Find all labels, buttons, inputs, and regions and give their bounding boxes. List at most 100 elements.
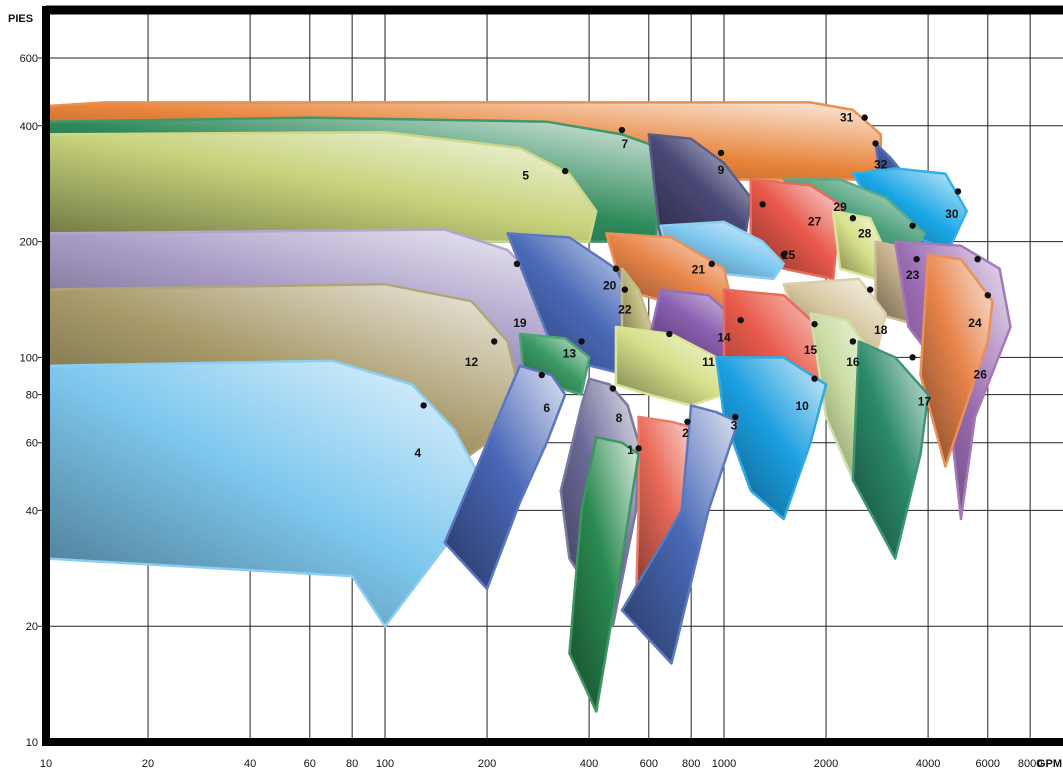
y-tick-label: 400 bbox=[20, 121, 38, 133]
bep-dot-20 bbox=[612, 265, 620, 272]
zone-24 bbox=[919, 253, 994, 468]
zone-label-8: 8 bbox=[616, 411, 623, 425]
x-tick-label: 2000 bbox=[814, 758, 838, 770]
bep-dot-15 bbox=[811, 320, 818, 328]
zone-6 bbox=[443, 364, 567, 591]
bep-dot-9 bbox=[717, 149, 725, 157]
bep-dot-23 bbox=[913, 255, 920, 263]
zone-label-32: 32 bbox=[874, 157, 888, 171]
bep-dot-16 bbox=[849, 338, 857, 345]
zone-label-29: 29 bbox=[833, 200, 847, 214]
bep-dot-3 bbox=[732, 413, 739, 421]
bep-dot-26 bbox=[974, 255, 981, 263]
zones bbox=[44, 101, 1012, 713]
bep-dot-27 bbox=[759, 201, 766, 208]
y-tick-label: 100 bbox=[20, 352, 38, 364]
bep-dot-18 bbox=[867, 286, 874, 293]
zone-label-1: 1 bbox=[627, 443, 634, 457]
zone-label-6: 6 bbox=[543, 401, 550, 415]
zone-label-18: 18 bbox=[874, 323, 888, 337]
x-tick-label: 200 bbox=[478, 758, 496, 770]
y-tick-label: 200 bbox=[20, 237, 38, 249]
x-tick-label: 8000 bbox=[1018, 758, 1042, 770]
x-tick-label: 600 bbox=[640, 758, 658, 770]
x-tick-label: 80 bbox=[346, 758, 358, 770]
y-axis-label: PIES bbox=[8, 13, 33, 25]
x-tick-label: 1000 bbox=[712, 758, 736, 770]
zone-label-17: 17 bbox=[918, 394, 932, 408]
zone-label-21: 21 bbox=[692, 263, 706, 277]
zone-label-22: 22 bbox=[618, 303, 632, 317]
zone-label-15: 15 bbox=[804, 343, 818, 357]
zone-label-27: 27 bbox=[808, 215, 822, 229]
bep-points bbox=[420, 114, 991, 452]
zone-label-23: 23 bbox=[906, 268, 920, 282]
zone-11 bbox=[614, 325, 726, 407]
zone-5 bbox=[44, 130, 598, 243]
bep-dot-28 bbox=[849, 215, 857, 222]
bep-dot-7 bbox=[618, 126, 626, 134]
zone-label-26: 26 bbox=[974, 368, 988, 382]
bep-dot-25 bbox=[780, 251, 787, 258]
bep-dot-32 bbox=[872, 140, 879, 147]
x-tick-label: 4000 bbox=[916, 758, 940, 770]
zone-label-3: 3 bbox=[731, 418, 738, 432]
zone-label-10: 10 bbox=[795, 399, 809, 413]
y-tick-label: 80 bbox=[26, 390, 38, 402]
bep-dot-4 bbox=[420, 402, 427, 409]
y-tick-label: 40 bbox=[26, 505, 38, 517]
bep-dot-5 bbox=[561, 167, 569, 175]
x-axis-ticks: 10 20 40 60 80 100 200 400 600 800 1000 2000 4000 600… bbox=[40, 758, 1043, 770]
x-tick-label: 800 bbox=[682, 758, 700, 770]
zone-label-4: 4 bbox=[415, 446, 422, 460]
zone-label-2: 2 bbox=[682, 426, 689, 440]
zone-17 bbox=[851, 340, 930, 560]
zone-label-28: 28 bbox=[858, 226, 872, 240]
bep-dot-2 bbox=[684, 418, 691, 425]
zone-label-13: 13 bbox=[563, 346, 577, 360]
x-axis-label: GPM bbox=[1037, 758, 1062, 770]
y-axis-ticks: 10 20 40 60 80 100 200 400 600 bbox=[20, 53, 38, 749]
x-tick-label: 6000 bbox=[976, 758, 1000, 770]
zone-3 bbox=[620, 404, 740, 665]
zone-label-12: 12 bbox=[465, 355, 479, 369]
zone-label-14: 14 bbox=[717, 330, 731, 344]
plot-frame bbox=[42, 5, 1063, 746]
zone-label-30: 30 bbox=[945, 207, 959, 221]
bep-dot-29 bbox=[909, 222, 916, 229]
bep-dot-22 bbox=[621, 286, 629, 293]
zone-label-20: 20 bbox=[603, 279, 617, 293]
bep-dot-19 bbox=[513, 260, 521, 268]
bep-dot-21 bbox=[708, 260, 715, 268]
zone-label-24: 24 bbox=[968, 316, 982, 330]
x-tick-label: 40 bbox=[244, 758, 256, 770]
zone-label-16: 16 bbox=[846, 355, 860, 369]
zone-label-11: 11 bbox=[702, 355, 715, 369]
y-tick-label: 600 bbox=[20, 53, 38, 65]
bep-dot-11 bbox=[666, 330, 673, 338]
zone-label-9: 9 bbox=[718, 163, 725, 177]
zone-label-19: 19 bbox=[513, 316, 527, 330]
zone-1 bbox=[568, 435, 640, 713]
bep-dot-1 bbox=[635, 445, 642, 452]
bep-dot-24 bbox=[984, 292, 991, 299]
bep-dot-12 bbox=[491, 338, 498, 345]
x-tick-label: 20 bbox=[142, 758, 154, 770]
y-tick-label: 10 bbox=[26, 737, 38, 749]
bep-dot-14 bbox=[737, 316, 744, 324]
x-tick-label: 60 bbox=[304, 758, 316, 770]
bep-dot-10 bbox=[811, 375, 818, 382]
x-tick-label: 100 bbox=[376, 758, 394, 770]
bep-dot-8 bbox=[609, 385, 617, 392]
bep-dot-17 bbox=[909, 354, 916, 361]
x-tick-label: 10 bbox=[40, 758, 52, 770]
y-tick-label: 20 bbox=[26, 621, 38, 633]
zone-label-7: 7 bbox=[622, 137, 629, 151]
zone-label-31: 31 bbox=[840, 111, 854, 125]
bep-dot-31 bbox=[861, 114, 868, 121]
bep-dot-30 bbox=[954, 188, 962, 195]
bep-dot-13 bbox=[578, 338, 585, 345]
zone-label-25: 25 bbox=[782, 248, 796, 262]
